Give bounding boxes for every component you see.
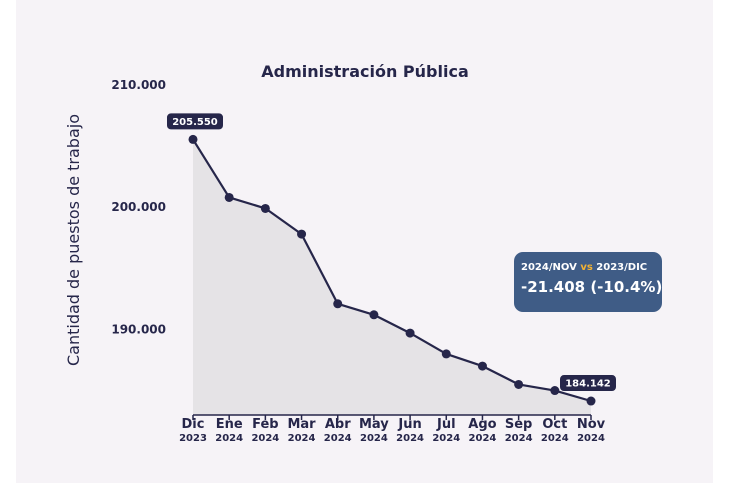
data-point bbox=[441, 349, 451, 359]
data-point bbox=[333, 299, 343, 309]
data-point bbox=[586, 396, 596, 406]
data-point bbox=[405, 328, 415, 338]
data-point bbox=[224, 192, 234, 202]
x-tick-month: Jul bbox=[436, 417, 456, 432]
data-label-text: 184.142 bbox=[565, 379, 611, 390]
x-tick-year: 2024 bbox=[324, 433, 352, 444]
chart-title: Administración Pública bbox=[261, 62, 468, 81]
summary-value: -21.408 (-10.4%) bbox=[521, 278, 663, 296]
data-label-bg bbox=[560, 375, 616, 392]
x-tick-year: 2024 bbox=[469, 433, 497, 444]
data-point bbox=[297, 229, 307, 239]
x-axis-ticks: Dic2023Ene2024Feb2024Mar2024Abr2024May20… bbox=[179, 415, 606, 444]
y-axis-ticks: 210.000 200.000 190.000 bbox=[111, 78, 166, 336]
data-point bbox=[369, 310, 379, 320]
x-tick-year: 2024 bbox=[288, 433, 316, 444]
data-point bbox=[550, 386, 560, 396]
data-point bbox=[514, 379, 524, 389]
data-point bbox=[477, 361, 487, 371]
x-tick-year: 2023 bbox=[179, 433, 207, 444]
summary-vs: vs bbox=[580, 262, 593, 273]
data-label: 184.142 bbox=[560, 375, 616, 392]
x-tick-month: Feb bbox=[252, 417, 278, 432]
data-label: 205.550 bbox=[167, 113, 223, 130]
x-tick-month: Oct bbox=[542, 417, 567, 432]
y-tick-label: 210.000 bbox=[111, 78, 166, 92]
y-axis-label: Cantidad de puestos de trabajo bbox=[64, 114, 83, 366]
x-tick-month: Mar bbox=[287, 417, 316, 432]
data-label-bg bbox=[167, 113, 223, 130]
x-tick-year: 2024 bbox=[396, 433, 424, 444]
data-point bbox=[260, 203, 270, 213]
data-labels: 205.550 184.142 bbox=[167, 113, 616, 392]
x-tick-year: 2024 bbox=[432, 433, 460, 444]
x-tick-year: 2024 bbox=[215, 433, 243, 444]
x-tick-year: 2024 bbox=[251, 433, 279, 444]
summary-left-period: 2024/NOV bbox=[521, 262, 577, 273]
x-tick-year: 2024 bbox=[505, 433, 533, 444]
x-tick-month: Sep bbox=[505, 417, 533, 432]
x-tick-month: Ago bbox=[468, 417, 496, 432]
x-tick-year: 2024 bbox=[541, 433, 569, 444]
x-tick-month: Ene bbox=[216, 417, 243, 432]
y-tick-label: 200.000 bbox=[111, 200, 166, 214]
x-tick-month: Dic bbox=[182, 417, 205, 432]
x-tick-year: 2024 bbox=[577, 433, 605, 444]
area-fill bbox=[193, 139, 591, 415]
plot-area bbox=[188, 134, 596, 416]
summary-right-period: 2023/DIC bbox=[596, 262, 648, 273]
summary-comparison: 2024/NOV vs 2023/DIC bbox=[521, 262, 662, 273]
x-tick-month: Nov bbox=[577, 417, 606, 432]
x-tick-month: Abr bbox=[325, 417, 351, 432]
series-line bbox=[192, 138, 592, 403]
y-tick-label: 190.000 bbox=[111, 322, 166, 336]
summary-callout: 2024/NOV vs 2023/DIC -21.408 (-10.4%) bbox=[514, 252, 662, 312]
x-tick-month: Jun bbox=[397, 417, 421, 432]
x-tick-month: May bbox=[359, 417, 389, 432]
data-point bbox=[188, 134, 198, 144]
x-tick-year: 2024 bbox=[360, 433, 388, 444]
data-label-text: 205.550 bbox=[172, 117, 218, 128]
